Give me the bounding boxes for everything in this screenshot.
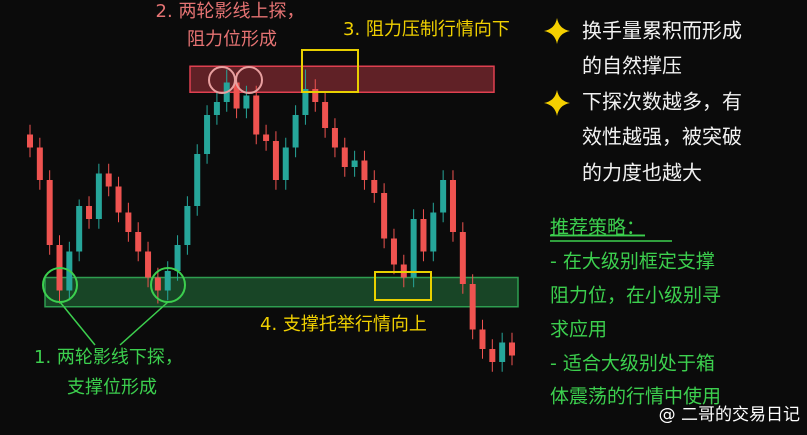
- candle-body: [272, 141, 279, 180]
- highlight-box: [301, 49, 359, 93]
- candle-body: [194, 154, 201, 206]
- highlight-box: [374, 271, 432, 301]
- candle-body: [282, 147, 289, 180]
- pointer-line: [119, 301, 169, 346]
- candle-body: [459, 232, 466, 284]
- annotation: 4. 支撑托举行情向上: [260, 314, 427, 335]
- candle-body: [174, 245, 181, 271]
- candle-body: [253, 95, 260, 135]
- star-icon: [544, 18, 570, 44]
- strategy-line: - 适合大级别处于箱: [550, 353, 715, 375]
- point-text: 效性越强，被突破: [582, 125, 742, 149]
- candle-body: [479, 329, 486, 349]
- candle-body: [135, 232, 142, 252]
- point-text: 的自然撑压: [582, 54, 682, 78]
- candle-body: [263, 134, 270, 141]
- candle-body: [184, 206, 191, 245]
- candle-body: [312, 89, 319, 102]
- candle-body: [351, 160, 358, 167]
- candle-body: [420, 219, 427, 252]
- annotation: 支撑位形成: [67, 377, 157, 398]
- star-icon: [544, 90, 570, 116]
- point-text: 下探次数越多，有: [582, 90, 742, 114]
- candle-body: [154, 277, 161, 291]
- candle-body: [509, 342, 515, 356]
- candle-body: [499, 342, 506, 362]
- candle-body: [469, 284, 476, 330]
- candle-body: [76, 206, 83, 252]
- candle-body: [213, 102, 220, 115]
- candle-body: [243, 95, 250, 109]
- candle-body: [36, 147, 43, 180]
- candle-body: [430, 212, 437, 252]
- candle-body: [440, 180, 447, 213]
- strategy-line: 求应用: [550, 319, 607, 341]
- candle-body: [410, 219, 417, 278]
- candle-body: [46, 180, 53, 245]
- candle-body: [233, 82, 240, 109]
- candle-body: [292, 115, 299, 148]
- strategy-line: 阻力位，在小级别寻: [550, 285, 721, 307]
- candle-body: [105, 173, 112, 187]
- candle-body: [115, 186, 122, 213]
- candle-body: [381, 193, 388, 239]
- watermark: @ 二哥的交易日记: [659, 405, 800, 425]
- candle-body: [302, 89, 309, 115]
- candle-body: [125, 212, 132, 232]
- annotation: 1. 两轮影线下探，: [34, 347, 183, 368]
- candle-body: [95, 173, 102, 219]
- strategy-line: - 在大级别框定支撑: [550, 251, 715, 273]
- point-text: 的力度也越大: [582, 161, 702, 185]
- candle-body: [145, 251, 152, 278]
- touch-circle: [235, 66, 263, 94]
- candle-body: [27, 134, 33, 148]
- annotation: 阻力位形成: [187, 29, 277, 50]
- candle-body: [371, 180, 378, 193]
- candle-body: [390, 238, 397, 265]
- candle-body: [322, 102, 329, 128]
- strategy-title: 推荐策略：: [550, 217, 645, 239]
- support-zone: [44, 276, 519, 308]
- annotation: 2. 两轮影线上探，: [156, 1, 305, 22]
- candle-body: [489, 349, 496, 362]
- point-text: 换手量累积而形成: [582, 19, 742, 43]
- strategy-line: 体震荡的行情中使用: [550, 386, 721, 408]
- highlights: [42, 49, 432, 346]
- pointer-line: [59, 301, 96, 346]
- candles: [27, 69, 515, 372]
- candle-body: [449, 180, 456, 232]
- candle-body: [331, 128, 338, 148]
- candle-body: [341, 147, 348, 167]
- candle-body: [204, 115, 211, 154]
- candle-body: [164, 271, 171, 291]
- annotation: 3. 阻力压制行情向下: [343, 19, 510, 40]
- candle-body: [86, 206, 93, 219]
- candle-body: [361, 160, 368, 180]
